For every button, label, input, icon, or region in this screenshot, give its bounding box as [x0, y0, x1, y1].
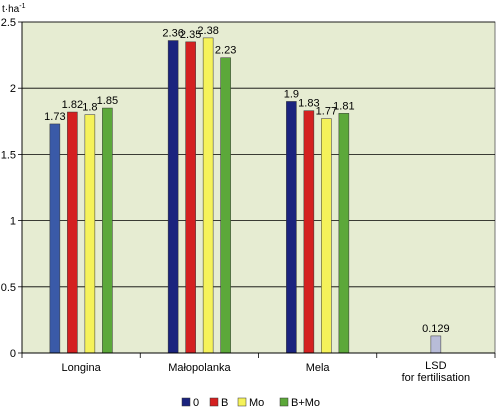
legend-label-0: 0: [193, 397, 199, 409]
data-label: 2.23: [215, 45, 236, 57]
bar-lsd: [430, 335, 442, 354]
data-label: 2.35: [180, 29, 201, 41]
category-label: Mela: [306, 362, 331, 374]
plot-background: [21, 21, 496, 354]
bar-0-Małopolanka: [167, 40, 179, 354]
legend: 0 B Mo B+Mo: [181, 397, 320, 409]
bar-Mo-Longina: [84, 114, 96, 354]
bar-B-Mela: [303, 110, 315, 354]
y-tick-label: 2.5: [1, 17, 16, 29]
legend-label-Mo: Mo: [249, 397, 264, 409]
legend-swatch-B+Mo: [279, 397, 289, 407]
plot-area: [21, 21, 496, 354]
bar-Mo-Mela: [321, 118, 332, 354]
data-label: 1.82: [62, 99, 83, 111]
data-label: 1.85: [97, 95, 118, 107]
data-label: 1.77: [316, 106, 337, 118]
legend-swatch-B: [209, 397, 219, 407]
data-label-lsd: 0.129: [422, 323, 450, 335]
y-tick-label: 1.5: [1, 149, 16, 161]
y-tick-label: 0: [10, 348, 16, 360]
category-label-lsd: LSD: [425, 360, 446, 372]
data-label: 1.8: [82, 102, 97, 114]
bar-B+Mo-Longina: [102, 107, 113, 354]
data-label: 2.36: [162, 28, 183, 40]
legend-swatch-0: [181, 397, 191, 407]
bar-0-Longina: [49, 123, 61, 354]
data-label: 1.81: [333, 100, 354, 112]
axes: 0 0.5 1 1.5 2 2.5 Longina Małopolanka Mela LSDfor…: [1, 17, 496, 384]
bar-B-Longina: [67, 111, 78, 354]
category-label: Longina: [62, 362, 102, 374]
y-tick-label: 2: [10, 83, 16, 95]
data-label: 2.38: [197, 25, 218, 37]
grid-lines: [22, 21, 495, 288]
y-tick-label: 1: [10, 216, 16, 228]
legend-swatch-Mo: [237, 397, 247, 407]
y-axis-label-main: t·ha: [2, 4, 20, 15]
data-label: 1.83: [298, 98, 319, 110]
y-axis-label-sup: -1: [19, 3, 25, 10]
data-label: 1.9: [284, 88, 299, 100]
y-axis-label: t·ha-1: [2, 3, 26, 15]
bar-B-Małopolanka: [185, 41, 196, 354]
category-label: Małopolanka: [168, 362, 231, 374]
legend-label-B+Mo: B+Mo: [291, 397, 320, 409]
data-labels: 1.731.82 1.81.852.362.352.382.231.91.831.…: [44, 25, 449, 335]
data-label: 1.73: [44, 111, 65, 123]
legend-label-B: B: [221, 397, 228, 409]
bar-B+Mo-Małopolanka: [220, 57, 231, 354]
bar-Mo-Małopolanka: [202, 37, 214, 354]
y-tick-label: 0.5: [1, 282, 16, 294]
category-label-lsd: for fertilisation: [402, 372, 470, 384]
bar-B+Mo-Mela: [338, 113, 350, 354]
bar-0-Mela: [286, 101, 297, 354]
